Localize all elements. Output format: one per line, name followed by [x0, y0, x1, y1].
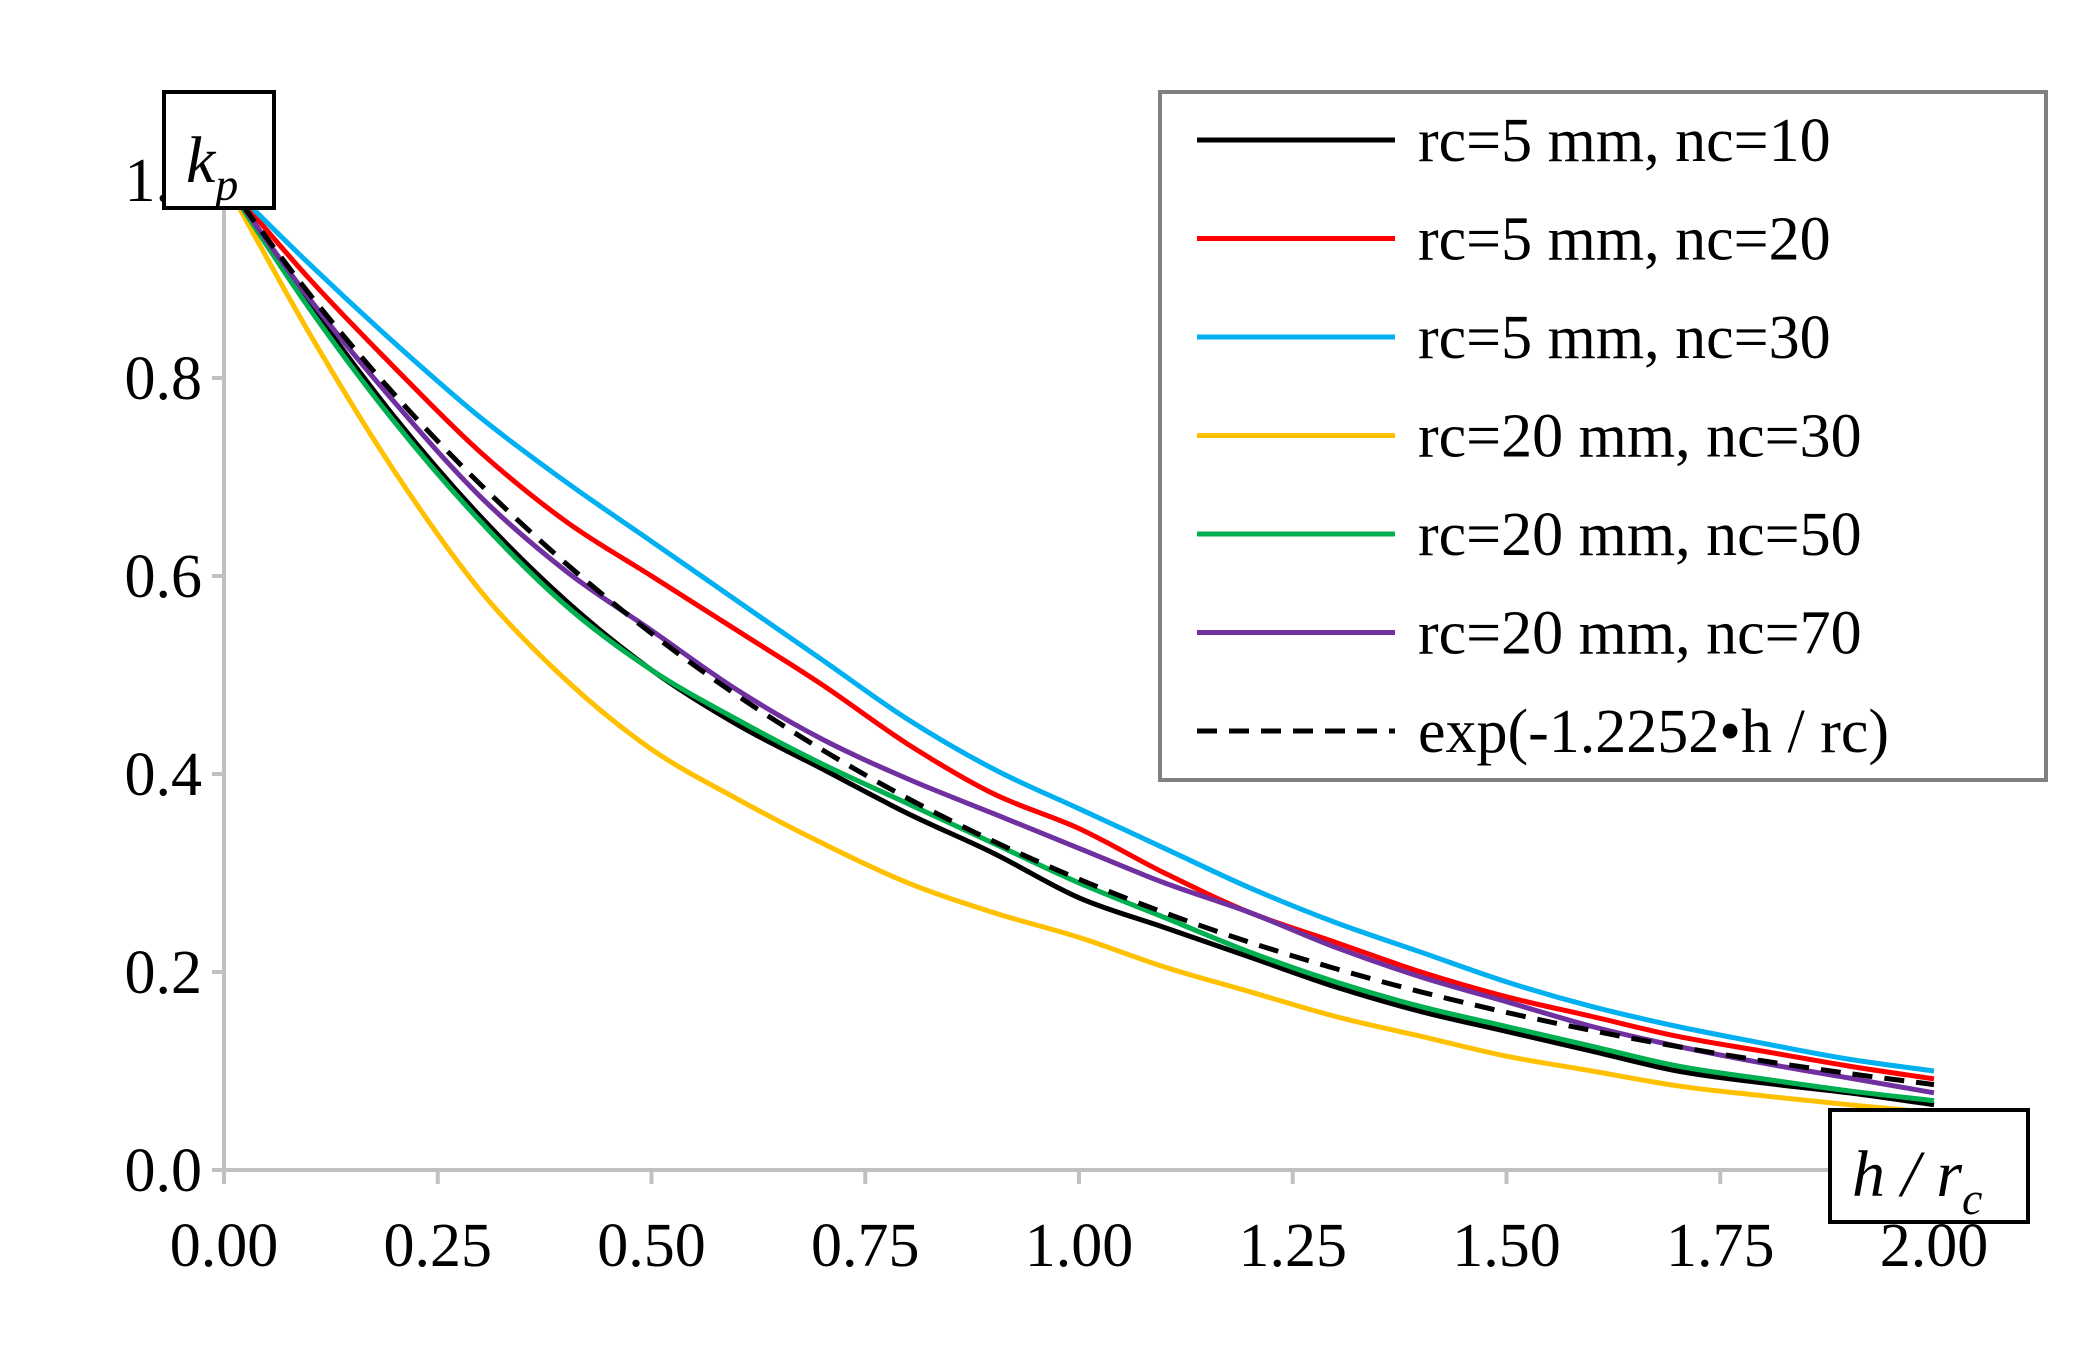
- x-tick-label: 0.50: [597, 1212, 706, 1280]
- x-tick-label: 1.00: [1025, 1212, 1134, 1280]
- x-axis-title-main: h / r: [1852, 1138, 1962, 1211]
- y-axis-title-main: k: [186, 124, 217, 197]
- y-axis-title-frame: [162, 90, 276, 210]
- series-line-0: [221, 178, 1935, 1108]
- y-tick-label: 0.8: [125, 345, 203, 413]
- y-tick-label: 0.6: [125, 543, 203, 611]
- y-tick-label: 0.2: [125, 939, 203, 1007]
- series-line-1: [222, 178, 1935, 1082]
- series-line-4: [221, 178, 1935, 1104]
- x-tick-label: 0.25: [384, 1212, 493, 1280]
- x-tick-label: 0.75: [811, 1212, 920, 1280]
- y-axis-title-box: kp: [162, 90, 276, 210]
- legend: rc=5 mm, nc=10 rc=5 mm, nc=20 rc=5 mm, nc=…: [1158, 90, 2048, 782]
- series-lines: [221, 178, 1935, 1116]
- y-tick-label: 0.4: [125, 741, 203, 809]
- legend-label-1: rc=5 mm, nc=20: [1418, 206, 1831, 274]
- legend-label-3: rc=20 mm, nc=30: [1418, 403, 1862, 471]
- y-axis-title: kp: [186, 124, 238, 210]
- y-axis-title-subscript: p: [212, 159, 238, 210]
- series-line-2: [222, 178, 1935, 1074]
- x-tick-label: 1.50: [1452, 1212, 1561, 1280]
- x-tick-label: 0.00: [170, 1212, 279, 1280]
- y-tick-label: 0.0: [125, 1137, 203, 1205]
- x-axis-title: h / rc: [1852, 1138, 1982, 1224]
- x-axis-title-frame: [1828, 1108, 2030, 1224]
- legend-label-0: rc=5 mm, nc=10: [1418, 107, 1831, 175]
- x-axis-title-box: h / rc: [1828, 1108, 2030, 1224]
- x-tick-label: 1.25: [1239, 1212, 1348, 1280]
- legend-label-6: exp(-1.2252•h / rc): [1418, 698, 1889, 766]
- legend-label-2: rc=5 mm, nc=30: [1418, 304, 1831, 372]
- x-axis-title-subscript: c: [1962, 1173, 1982, 1224]
- x-tick-label: 1.75: [1666, 1212, 1775, 1280]
- series-line-3: [221, 178, 1935, 1116]
- legend-label-5: rc=20 mm, nc=70: [1418, 600, 1862, 668]
- legend-label-4: rc=20 mm, nc=50: [1418, 501, 1862, 569]
- series-line-6: [222, 178, 1935, 1088]
